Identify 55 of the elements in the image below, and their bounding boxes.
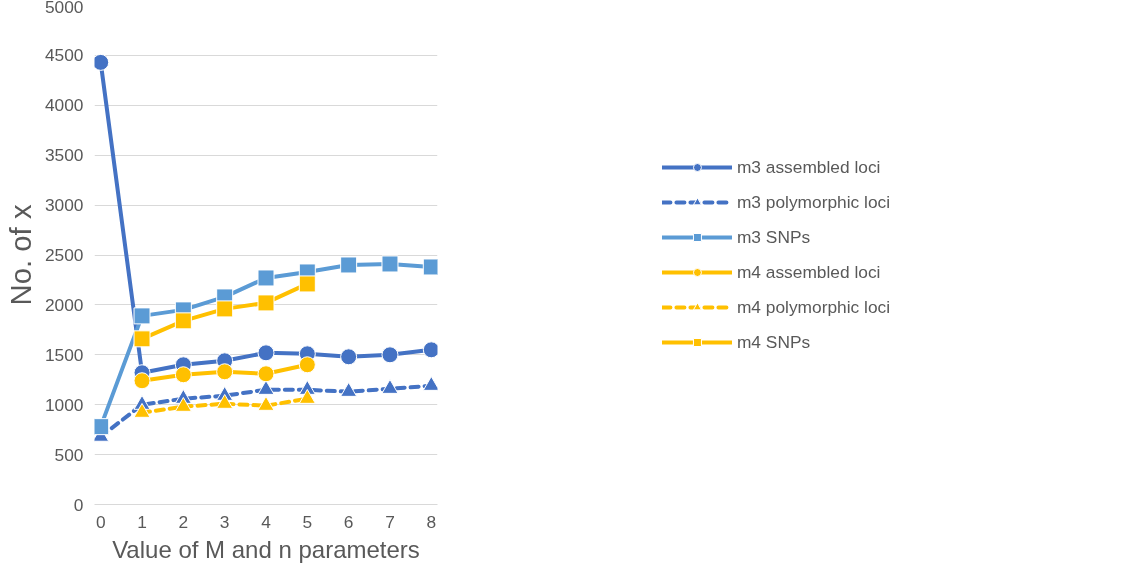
x-axis-title: Value of M and n parameters [112, 535, 420, 563]
point [257, 395, 275, 411]
point [340, 256, 358, 274]
y-tick-label: 2000 [44, 294, 84, 315]
point [381, 346, 399, 364]
x-tick-label: 6 [343, 511, 354, 532]
point [216, 363, 234, 381]
legend-label: m3 SNPs [736, 226, 811, 248]
point [340, 381, 358, 397]
x-tick-label: 5 [302, 511, 313, 532]
point [298, 388, 316, 404]
point [174, 312, 192, 330]
point [381, 255, 399, 273]
point [257, 344, 275, 362]
point [133, 372, 151, 390]
point [257, 269, 275, 287]
y-tick-label: 2500 [44, 245, 84, 265]
legend-label: m4 SNPs [736, 331, 811, 353]
y-tick-label: 3500 [44, 145, 84, 166]
y-tick-label: 1500 [44, 344, 84, 365]
point [174, 366, 192, 384]
x-tick-label: 8 [426, 511, 437, 532]
point [257, 365, 275, 383]
y-tick-label: 4500 [44, 45, 84, 66]
y-tick-label: 500 [54, 444, 84, 465]
x-tick-label: 3 [219, 511, 230, 532]
y-axis-title: No. of x [3, 204, 37, 306]
point [381, 378, 399, 394]
x-tick-label: 2 [178, 511, 189, 532]
legend-label: m3 assembled loci [736, 156, 881, 178]
y-tick-label: 0 [73, 494, 84, 515]
point [133, 330, 151, 348]
point [133, 307, 151, 325]
y-tick-label: 4000 [44, 95, 84, 116]
y-tick-label: 1000 [44, 394, 84, 415]
point [422, 376, 438, 391]
legend-label: m3 polymorphic loci [736, 191, 891, 213]
y-tick-label: 5000 [44, 0, 84, 17]
legend-label: m4 polymorphic loci [736, 296, 891, 318]
x-tick-label: 7 [385, 511, 395, 532]
point [422, 341, 438, 359]
point [216, 300, 234, 318]
point [133, 402, 151, 418]
legend-label: m4 assembled loci [736, 261, 881, 283]
x-tick-label: 0 [95, 511, 106, 532]
point [174, 396, 192, 412]
point [257, 294, 275, 312]
point [340, 348, 358, 366]
y-tick-label: 3000 [44, 195, 84, 216]
point [422, 258, 438, 276]
x-tick-label: 1 [137, 511, 147, 532]
point [298, 356, 316, 374]
point [298, 275, 316, 293]
point [216, 393, 234, 409]
x-tick-label: 4 [261, 511, 272, 532]
